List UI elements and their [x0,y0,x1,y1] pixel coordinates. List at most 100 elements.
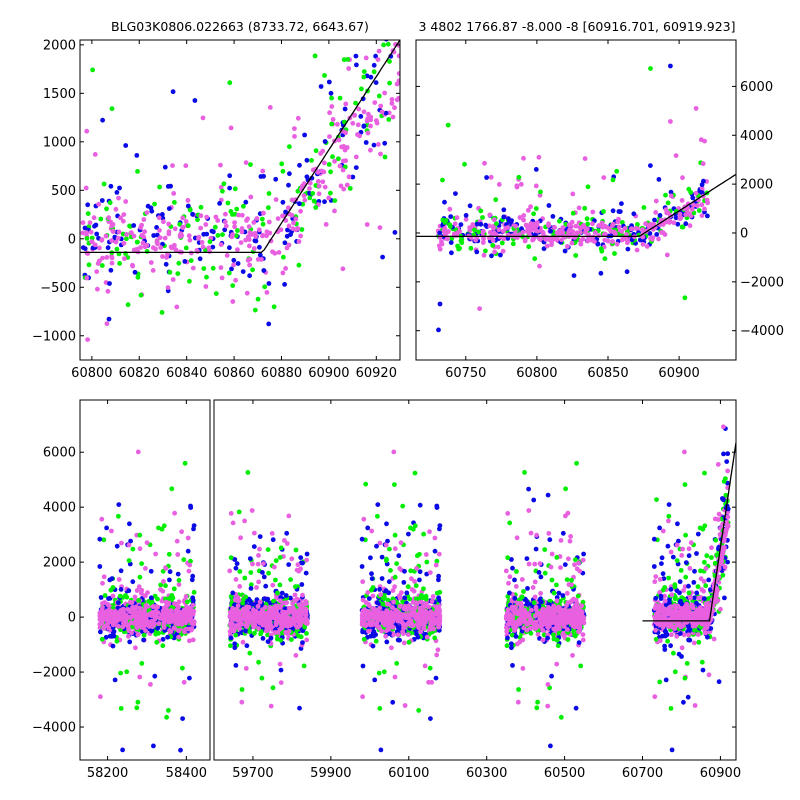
data-point-green [107,200,113,206]
data-point-pink [230,299,236,304]
data-point-pink [559,237,564,243]
data-point-pink [610,239,615,244]
data-point-blue [263,583,269,589]
data-point-green [410,526,416,532]
data-point-green [419,593,424,598]
data-point-pink [173,247,179,253]
data-point-green [295,188,301,194]
data-point-pink [322,184,328,190]
data-point-pink [429,613,435,618]
data-point-green [163,583,168,589]
data-point-green [221,181,227,187]
data-point-pink [391,449,397,455]
data-point-pink [108,219,113,225]
data-point-blue [501,214,507,220]
data-point-pink [396,71,400,76]
data-point-green [188,558,193,564]
data-point-pink [177,620,183,625]
model-line [80,40,400,254]
data-point-blue [353,53,359,59]
data-point-pink [89,239,95,245]
data-point-blue [261,574,267,580]
data-point-pink [129,630,135,636]
data-point-green [688,190,694,195]
data-point-blue [222,227,228,233]
data-point-pink [383,542,389,548]
data-point-pink [492,249,497,255]
data-point-pink [427,529,432,535]
data-point-green [237,569,243,574]
data-point-pink [166,221,172,227]
y-tick-label: 6000 [740,80,773,95]
data-point-blue [235,261,241,266]
data-point-green [301,663,307,669]
data-point-pink [230,520,236,526]
data-point-pink [457,229,462,234]
data-point-blue [197,256,203,262]
data-point-green [347,186,353,191]
data-point-pink [166,229,172,235]
data-point-pink [186,614,192,619]
data-point-blue [154,225,160,230]
data-point-blue [134,153,140,158]
data-point-blue [474,221,480,227]
data-point-green [228,555,234,561]
data-point-blue [373,80,379,85]
data-point-pink [379,611,384,616]
data-point-green [480,215,485,220]
data-point-pink [116,195,121,201]
data-point-blue [285,227,290,233]
data-point-pink [343,158,349,164]
data-point-blue [145,203,151,209]
data-point-pink [549,239,555,245]
data-point-pink [437,234,443,240]
data-point-pink [247,243,252,249]
data-point-pink [533,223,539,229]
data-point-green [387,80,392,86]
data-point-green [98,216,104,222]
data-point-pink [248,617,254,623]
data-point-blue [322,139,328,144]
data-point-green [250,267,256,273]
data-point-pink [357,133,362,139]
data-point-green [279,161,285,167]
data-point-pink [278,680,284,685]
data-point-green [564,577,570,582]
data-point-blue [506,216,511,222]
data-point-pink [174,538,180,544]
data-point-pink [470,223,476,228]
data-point-green [86,224,92,230]
data-point-pink [267,105,273,110]
data-point-pink [702,206,707,212]
data-point-blue [562,248,568,254]
data-point-pink [166,619,171,625]
data-point-pink [304,637,310,643]
data-point-pink [378,151,383,157]
data-point-blue [417,577,422,583]
data-point-pink [167,628,173,633]
data-point-pink [298,208,303,214]
data-point-green [233,233,239,239]
data-point-green [182,460,188,466]
data-point-green [359,86,364,92]
data-point-pink [629,226,634,232]
data-point-green [114,638,120,644]
data-point-green [432,635,438,641]
data-point-green [201,266,207,271]
data-point-pink [267,230,273,236]
data-point-pink [350,120,356,126]
data-point-blue [257,534,263,539]
data-point-pink [361,109,367,115]
data-point-pink [316,183,322,189]
data-point-blue [190,211,196,217]
data-point-pink [292,592,298,598]
data-point-pink [503,568,509,574]
data-point-pink [299,606,304,612]
data-point-blue [100,117,105,123]
data-point-pink [235,603,241,609]
data-point-pink [520,666,526,671]
data-point-pink [273,622,279,628]
data-point-blue [85,202,91,208]
data-point-pink [135,632,141,638]
data-point-green [423,593,429,599]
